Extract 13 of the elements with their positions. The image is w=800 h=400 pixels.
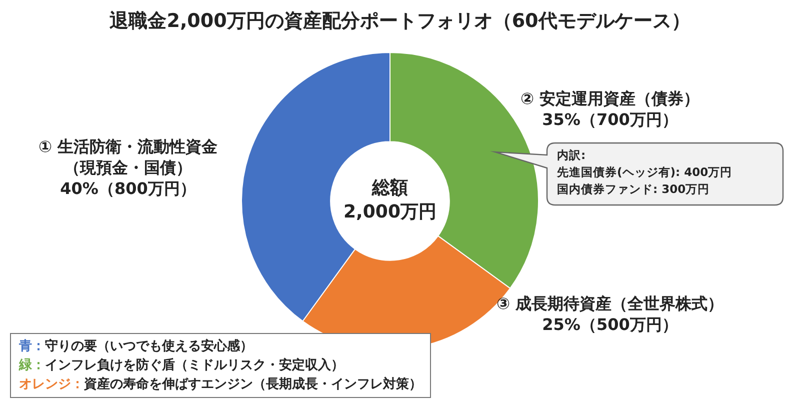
text: 総額 — [371, 178, 408, 199]
note-box: 青：守りの要（いつでも使える安心感） 緑：インフレ負けを防ぐ盾（ミドルリスク・安定収入） オレンジ：資産の寿命を伸ばすエンジン（長期成長・インフレ対策） — [10, 333, 431, 398]
slice-label: ① 生活防衛・流動性資金（現預金・国債） — [38, 137, 218, 178]
text: 2,000万円 — [344, 202, 436, 223]
text: 内訳: — [557, 148, 586, 162]
chart-title: 退職金2,000万円の資産配分ポートフォリオ（60代モデルケース） — [108, 9, 692, 34]
slice-label: ② 安定運用資産（債券） — [520, 89, 700, 108]
data-label: 35%（700万円） — [542, 110, 678, 130]
text: 国内債券ファンド: 300万円 — [557, 182, 710, 196]
data-label: 40%（800万円） — [60, 179, 196, 198]
data-label: 25%（500万円） — [542, 315, 678, 334]
slice-label: ③ 成長期待資産（全世界株式） — [496, 294, 724, 314]
text: 先進国債券(ヘッジ有): 400万円 — [556, 164, 732, 179]
